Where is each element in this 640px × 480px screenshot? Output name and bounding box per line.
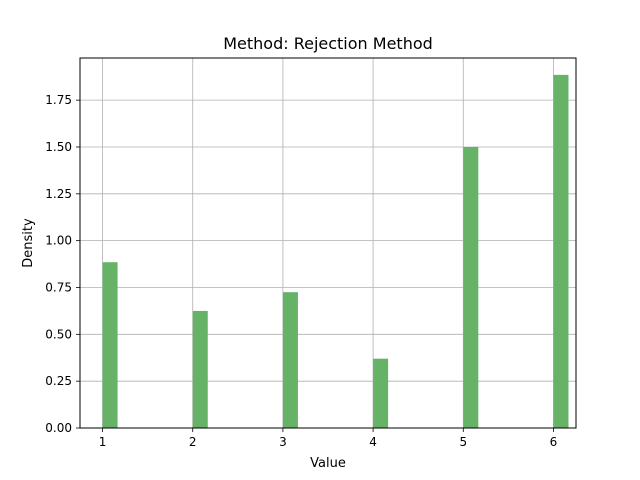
plot-frame xyxy=(79,57,577,429)
y-tick-label: 1.50 xyxy=(45,140,72,154)
bar-value-5 xyxy=(463,146,479,428)
x-tick-label: 4 xyxy=(369,435,377,449)
bar-value-4 xyxy=(373,358,389,428)
y-tick-label: 1.00 xyxy=(45,234,72,248)
y-tick-label: 1.25 xyxy=(45,187,72,201)
x-tick-label: 5 xyxy=(459,435,467,449)
x-tick-label: 3 xyxy=(279,435,287,449)
y-tick-label: 1.75 xyxy=(45,93,72,107)
y-tick-label: 0.00 xyxy=(45,421,72,435)
x-tick-label: 2 xyxy=(189,435,197,449)
bar-value-6 xyxy=(553,74,569,429)
x-axis-ticks: 1 2 3 4 5 6 xyxy=(99,428,558,449)
y-tick-label: 0.50 xyxy=(45,327,72,341)
y-tick-label: 0.25 xyxy=(45,374,72,388)
bar-value-1 xyxy=(102,262,118,428)
bars xyxy=(102,74,569,429)
x-tick-label: 1 xyxy=(99,435,107,449)
y-axis-label: Density xyxy=(21,218,36,268)
y-axis-ticks: 0.00 0.25 0.50 0.75 1.00 1.25 1.50 1.75 xyxy=(45,93,80,435)
grid-lines xyxy=(80,58,576,429)
y-tick-label: 0.75 xyxy=(45,280,72,294)
x-tick-label: 6 xyxy=(550,435,558,449)
bar-value-2 xyxy=(192,310,208,428)
x-axis-label: Value xyxy=(310,456,346,471)
chart-title: Method: Rejection Method xyxy=(223,34,433,53)
bar-value-3 xyxy=(282,292,298,428)
